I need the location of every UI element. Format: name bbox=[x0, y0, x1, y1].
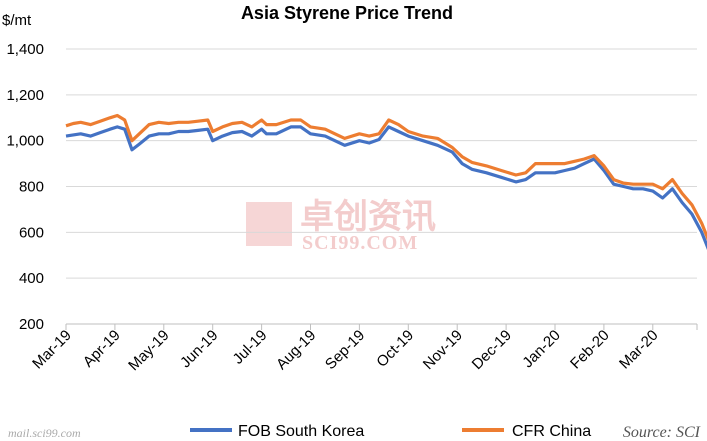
y-tick-label: 200 bbox=[19, 316, 44, 333]
watermark-cn: 卓创资讯 bbox=[300, 197, 436, 237]
gridlines bbox=[66, 48, 697, 279]
legend-label: FOB South Korea bbox=[238, 423, 364, 440]
x-tick-label: Oct-19 bbox=[373, 327, 417, 371]
x-tick-label: Jul-19 bbox=[230, 327, 271, 368]
x-tick-label: Dec-19 bbox=[469, 327, 515, 373]
x-tick-label: Mar-19 bbox=[29, 327, 75, 373]
x-tick-label: May-19 bbox=[125, 327, 172, 374]
legend: FOB South Korea CFR China bbox=[190, 423, 591, 440]
x-axis: Mar-19 Apr-19 May-19 Jun-19 Jul-19 Aug-19 Sep-… bbox=[29, 323, 698, 374]
x-tick-label: Jan-20 bbox=[519, 327, 563, 371]
y-tick-label: 1,200 bbox=[6, 87, 44, 104]
x-tick-label: Jun-19 bbox=[177, 327, 221, 371]
watermark-en: SCI99.COM bbox=[302, 232, 418, 254]
y-axis-ticks: 200 400 600 800 1,000 1,200 1,400 bbox=[6, 41, 44, 333]
x-tick-label: Sep-19 bbox=[322, 327, 368, 373]
x-tick-label: Apr-19 bbox=[80, 327, 124, 371]
y-tick-label: 600 bbox=[19, 224, 44, 241]
watermark-corner: mail.sci99.com bbox=[8, 426, 81, 440]
x-tick-label: Aug-19 bbox=[273, 327, 319, 373]
y-tick-label: 1,400 bbox=[6, 41, 44, 58]
legend-label: CFR China bbox=[512, 423, 591, 440]
series-line-cfr-china bbox=[65, 113, 707, 241]
source-note: Source: SCI bbox=[623, 424, 701, 441]
x-tick-label: Mar-20 bbox=[616, 327, 662, 373]
x-tick-label: Nov-19 bbox=[420, 327, 466, 373]
y-tick-label: 1,000 bbox=[6, 133, 44, 150]
watermark: 卓创资讯 SCI99.COM bbox=[246, 197, 436, 254]
y-tick-label: 400 bbox=[19, 270, 44, 287]
series-line-fob-south-korea bbox=[65, 125, 707, 250]
chart-title: Asia Styrene Price Trend bbox=[241, 3, 453, 23]
series-lines bbox=[65, 113, 707, 250]
x-tick-label: Feb-20 bbox=[567, 327, 613, 373]
y-axis-label: $/mt bbox=[2, 12, 32, 29]
watermark-logo-icon bbox=[246, 202, 292, 246]
y-tick-label: 800 bbox=[19, 179, 44, 196]
